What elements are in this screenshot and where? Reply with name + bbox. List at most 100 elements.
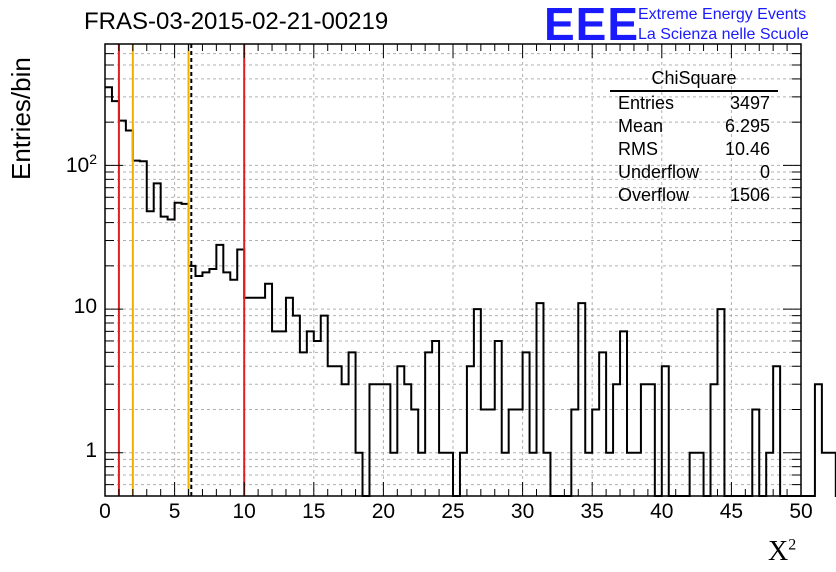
histogram-bin <box>133 161 140 496</box>
histogram-bin <box>488 410 495 496</box>
histogram-bin <box>397 366 404 496</box>
histogram-bin <box>460 453 467 496</box>
histogram-bin <box>237 249 244 496</box>
x-tick-label: 10 <box>232 500 256 523</box>
y-tick-label: 102 <box>37 151 97 178</box>
histogram-bin <box>105 87 112 496</box>
stats-value: 6.295 <box>724 116 770 136</box>
histogram-bin <box>279 331 286 496</box>
histogram-bin <box>773 366 780 496</box>
histogram-layer <box>105 86 836 497</box>
stats-label: Underflow <box>618 162 700 182</box>
stats-label: Mean <box>618 116 664 136</box>
histogram-bin <box>265 284 272 496</box>
histogram-bin <box>411 410 418 496</box>
stats-row: Overflow 1506 <box>610 184 778 207</box>
x-tick-label: 40 <box>650 500 674 523</box>
histogram-bin <box>766 453 773 496</box>
histogram-bin <box>467 366 474 496</box>
histogram-bin <box>474 309 481 496</box>
histogram-bin <box>369 384 376 496</box>
histogram-bin <box>216 245 223 496</box>
histogram-bin <box>376 384 383 496</box>
x-tick-label: 5 <box>168 500 181 523</box>
stats-row: Underflow 0 <box>610 161 778 184</box>
histogram-bin <box>202 272 209 496</box>
stats-label: Entries <box>618 93 675 113</box>
histogram-bin <box>523 352 530 496</box>
histogram-bin <box>140 161 147 496</box>
histogram-bin <box>537 303 544 496</box>
histogram-bin <box>383 384 390 496</box>
histogram-bin <box>126 130 133 496</box>
histogram-bin <box>293 316 300 496</box>
histogram-bin <box>300 352 307 496</box>
x-tick-label: 0 <box>99 500 111 523</box>
axes-layer <box>104 43 802 497</box>
y-axis-label: Entries/bin <box>6 57 36 180</box>
histogram-bin <box>251 298 258 496</box>
x-axis-label-superscript: 2 <box>788 536 797 554</box>
histogram-bin <box>648 384 655 496</box>
y-tick-label: 1 <box>37 439 97 463</box>
histogram-bin <box>425 352 432 496</box>
stats-value: 0 <box>759 162 770 182</box>
histogram-bin <box>613 384 620 496</box>
stats-label: Overflow <box>618 185 690 205</box>
stats-row: RMS 10.46 <box>610 138 778 161</box>
histogram-bin <box>356 453 363 496</box>
y-tick-label: 10 <box>37 295 97 319</box>
histogram-bin <box>829 453 836 496</box>
histogram-bin <box>307 331 314 496</box>
histogram-bin <box>627 453 634 496</box>
eee-logo: EEE <box>544 0 640 50</box>
histogram-bin <box>321 316 328 496</box>
histogram-bin <box>662 366 669 496</box>
histogram-bin <box>182 204 189 496</box>
chart-title: FRAS-03-2015-02-21-00219 <box>84 8 389 35</box>
histogram-bin <box>606 453 613 496</box>
histogram-bin <box>286 298 293 496</box>
histogram-bin <box>314 341 321 496</box>
histogram-bin <box>752 410 759 496</box>
histogram-bin <box>530 453 537 496</box>
histogram-bin <box>592 410 599 496</box>
histogram-bin <box>390 453 397 496</box>
histogram-bin <box>168 220 175 496</box>
histogram-bin <box>161 217 168 496</box>
histogram-bin <box>822 453 829 496</box>
histogram-bin <box>342 384 349 496</box>
histogram-bin <box>495 341 502 496</box>
histogram-bin <box>717 309 724 496</box>
histogram-bin <box>571 410 578 496</box>
x-tick-label: 15 <box>302 500 326 523</box>
y-tick-label-text: 10 <box>73 295 97 319</box>
histogram-bin <box>690 453 697 496</box>
histogram-bin <box>230 280 237 496</box>
histogram-bin <box>404 384 411 496</box>
histogram-bin <box>209 269 216 496</box>
histogram-bin <box>328 366 335 496</box>
histogram-bin <box>620 331 627 496</box>
stats-row: Mean 6.295 <box>610 115 778 138</box>
histogram-bin <box>711 384 718 496</box>
histogram-bin <box>509 410 516 496</box>
histogram-bin <box>599 352 606 496</box>
stats-box: ChiSquare Entries 3497 Mean 6.295 RMS 10.46… <box>610 66 778 207</box>
histogram-bin <box>223 272 230 496</box>
logo-line-1: Extreme Energy Events <box>638 6 807 23</box>
stats-label: RMS <box>618 139 658 159</box>
histogram-bin <box>641 384 648 496</box>
stats-value: 3497 <box>729 93 770 113</box>
y-tick-label-superscript: 2 <box>89 151 97 168</box>
x-axis-label-base: X <box>768 536 789 567</box>
histogram-bin <box>446 453 453 496</box>
x-tick-label: 30 <box>510 500 535 523</box>
histogram-bin <box>543 453 550 496</box>
histogram-bin <box>432 341 439 496</box>
histogram-bin <box>112 101 119 496</box>
marker-lines-layer <box>117 44 246 496</box>
histogram-bin <box>119 121 126 496</box>
histogram-bin <box>349 352 356 496</box>
